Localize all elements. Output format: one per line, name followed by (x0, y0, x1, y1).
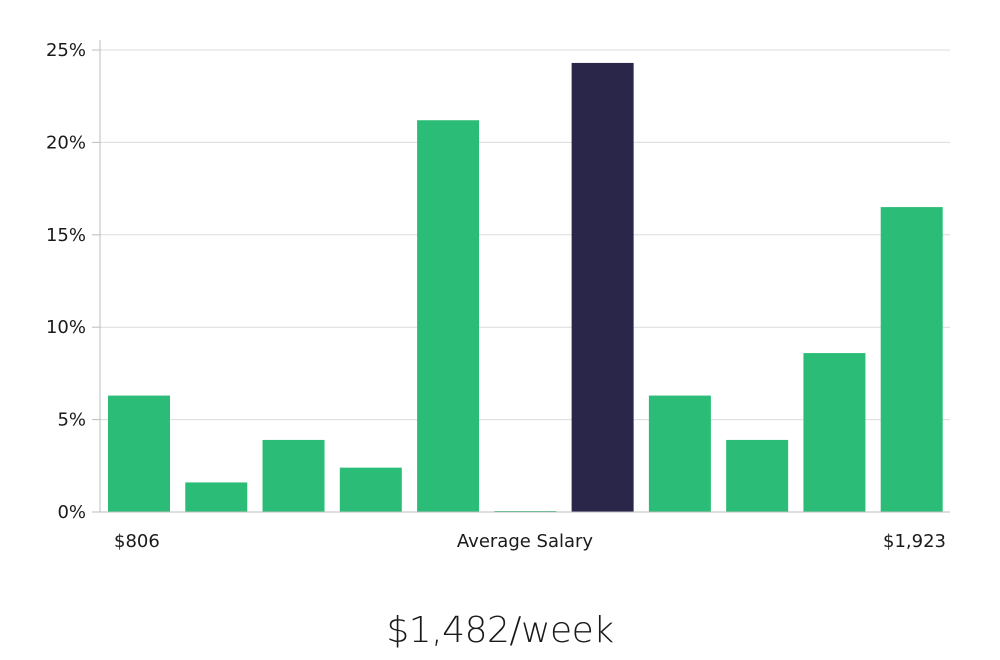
bar (262, 439, 325, 512)
bar (417, 120, 480, 512)
bars (108, 62, 943, 512)
y-tick-label: 0% (57, 502, 86, 523)
bar (648, 395, 711, 512)
bar (185, 482, 248, 512)
y-tick-label: 20% (46, 132, 86, 153)
axes (99, 40, 950, 513)
bar-average-highlight (571, 62, 634, 512)
bar (108, 395, 170, 512)
x-label-max: $1,923 (883, 531, 946, 552)
y-tick-label: 10% (46, 317, 86, 338)
bar (726, 439, 789, 512)
y-tick-label: 15% (46, 225, 86, 246)
x-label-min: $806 (114, 531, 160, 552)
bar (880, 207, 943, 512)
y-tick-label: 5% (57, 410, 86, 431)
x-label-average: Average Salary (457, 531, 594, 552)
bar (803, 353, 866, 512)
y-axis-ticks: 0% 5% 10% 15% 20% 25% (46, 40, 100, 523)
y-tick-label: 25% (46, 40, 86, 61)
bar (339, 467, 402, 512)
average-salary-value: $1,482/week (386, 610, 614, 651)
